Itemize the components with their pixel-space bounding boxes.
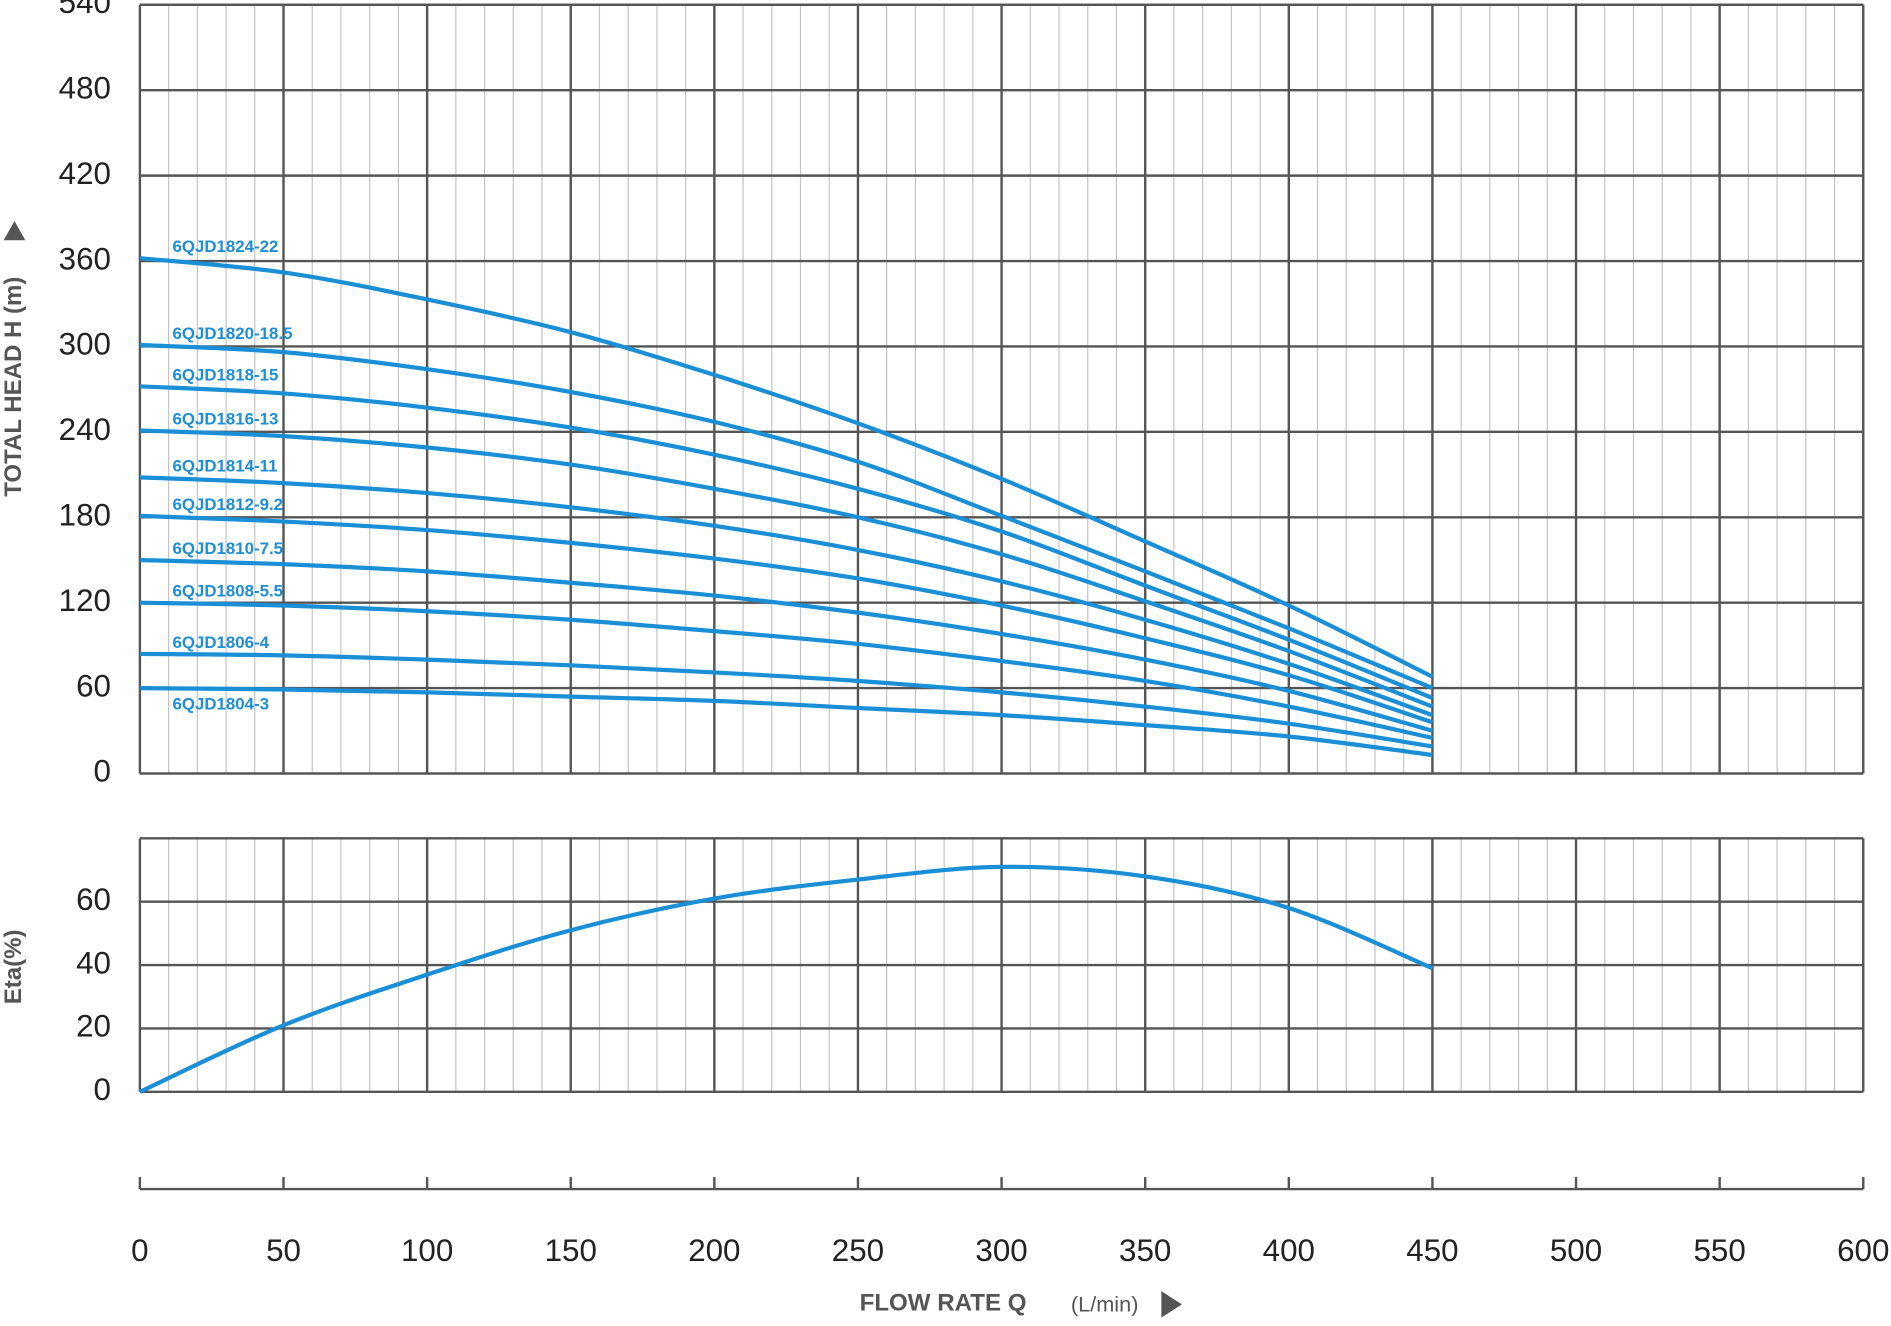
- x-tick-label: 300: [975, 1233, 1027, 1268]
- y-tick-label: 40: [76, 945, 111, 980]
- curve: [139, 256, 1434, 679]
- series-label: 6QJD1808-5.5: [172, 582, 283, 601]
- curve: [139, 513, 1434, 725]
- x-tick-label: 400: [1263, 1233, 1315, 1268]
- y-tick-label: 480: [59, 71, 111, 106]
- series-label: 6QJD1814-11: [172, 456, 277, 475]
- axis-arrow: [1161, 1291, 1182, 1318]
- series-label: 6QJD1816-13: [172, 409, 278, 428]
- x-axis-unit: (L/min): [1071, 1291, 1139, 1316]
- series-label: 6QJD1810-7.5: [172, 539, 283, 558]
- x-tick-label: 350: [1119, 1233, 1171, 1268]
- x-tick-label: 250: [832, 1233, 884, 1268]
- curve-layer: [139, 256, 1434, 1094]
- y-axis-title: Eta(%): [0, 930, 27, 1005]
- curve: [139, 557, 1433, 733]
- y-tick-label: 540: [59, 0, 111, 20]
- x-tick-label: 150: [545, 1233, 597, 1268]
- curve: [139, 685, 1433, 758]
- x-tick-label: 0: [131, 1233, 148, 1268]
- curve: [139, 651, 1433, 749]
- curve: [139, 475, 1434, 718]
- y-tick-label: 360: [59, 241, 111, 276]
- x-axis-title: FLOW RATE Q: [860, 1290, 1027, 1317]
- y-tick-label: 420: [59, 156, 111, 191]
- y-tick-label: 300: [59, 327, 111, 362]
- y-tick-label: 120: [59, 583, 111, 618]
- series-label: 6QJD1806-4: [172, 633, 269, 652]
- x-tick-label: 200: [688, 1233, 740, 1268]
- x-tick-label: 450: [1406, 1233, 1458, 1268]
- y-tick-label: 0: [94, 754, 111, 789]
- x-tick-label: 100: [401, 1233, 453, 1268]
- y-tick-label: 240: [59, 412, 111, 447]
- x-tick-label: 50: [266, 1233, 301, 1268]
- grid-layer: [138, 3, 1865, 1191]
- series-label: 6QJD1824-22: [172, 237, 278, 256]
- x-tick-label: 550: [1693, 1233, 1745, 1268]
- y-tick-label: 60: [76, 882, 111, 917]
- y-axis-title: TOTAL HEAD H (m): [0, 277, 27, 497]
- y-tick-label: 180: [59, 498, 111, 533]
- curve: [139, 864, 1434, 1094]
- axis-arrow: [3, 221, 26, 241]
- x-tick-label: 500: [1550, 1233, 1602, 1268]
- series-label: 6QJD1818-15: [172, 365, 278, 384]
- curve: [139, 600, 1433, 740]
- y-tick-label: 60: [76, 668, 111, 703]
- series-label: 6QJD1812-9.2: [172, 495, 283, 514]
- curve: [139, 342, 1434, 691]
- series-label: 6QJD1804-3: [172, 695, 269, 714]
- curve: [139, 384, 1434, 700]
- series-label: 6QJD1820-18.5: [172, 324, 292, 343]
- curve: [139, 428, 1434, 709]
- x-tick-label: 600: [1837, 1233, 1889, 1268]
- y-tick-label: 20: [76, 1009, 111, 1044]
- y-tick-label: 0: [94, 1072, 111, 1107]
